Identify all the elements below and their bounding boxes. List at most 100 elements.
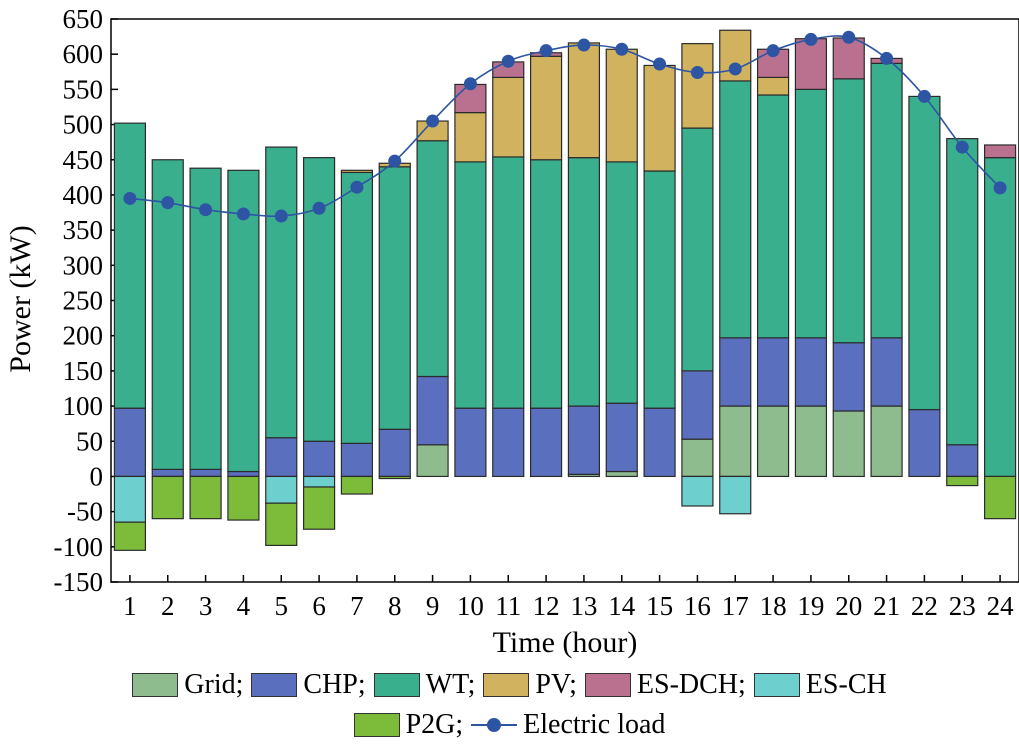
legend-item-es-dch: ES-DCH; <box>584 668 746 702</box>
bar-es-dch-24 <box>983 144 1017 159</box>
bar-grid-14 <box>605 470 638 478</box>
y-tick-label: 150 <box>63 356 104 386</box>
y-tick-label: 450 <box>63 145 104 175</box>
bar-chp-23 <box>946 444 979 478</box>
bar-chp-22 <box>908 408 941 478</box>
stacked-bar-chart: 650600550500450400350300250200150100500-… <box>4 4 1019 659</box>
y-tick-label: 100 <box>63 391 104 421</box>
legend-label: PV; <box>535 669 577 700</box>
bar-es-ch-16 <box>681 475 714 507</box>
bar-wt-12 <box>529 159 563 409</box>
bar-chp-20 <box>832 342 865 412</box>
legend-item-grid: Grid; <box>132 668 243 702</box>
legend-label: CHP; <box>303 669 366 700</box>
bar-p2g-23 <box>946 475 979 487</box>
bar-wt-14 <box>605 161 638 404</box>
bar-wt-2 <box>151 159 184 470</box>
electric-load-point-14 <box>615 42 629 56</box>
bar-chp-4 <box>227 470 260 478</box>
bar-wt-11 <box>492 156 525 409</box>
y-tick-label: 300 <box>63 250 104 280</box>
x-tick-label: 2 <box>161 591 175 621</box>
x-tick-label: 15 <box>646 591 673 621</box>
bar-wt-4 <box>227 169 260 473</box>
bar-wt-18 <box>756 94 790 339</box>
electric-load-point-10 <box>463 77 477 91</box>
bar-p2g-8 <box>378 475 411 480</box>
bar-wt-24 <box>983 157 1017 478</box>
bar-es-dch-19 <box>794 38 828 90</box>
bar-wt-15 <box>643 170 676 409</box>
legend-label: ES-CH <box>805 669 887 700</box>
y-tick-label: 0 <box>90 461 104 491</box>
legend-item-wt: WT; <box>373 668 475 702</box>
y-tick-label: 500 <box>63 110 104 140</box>
bar-grid-17 <box>719 405 752 478</box>
legend-row-1: Grid; CHP; WT; PV; ES-DCH; ES-CH <box>0 668 1019 702</box>
electric-load-point-17 <box>728 62 742 76</box>
y-tick-label: 200 <box>63 321 104 351</box>
legend-swatch <box>251 673 298 697</box>
bar-chp-6 <box>302 440 336 478</box>
legend-label: Electric load <box>523 709 666 740</box>
bar-wt-10 <box>454 161 487 409</box>
bar-chp-17 <box>719 337 752 407</box>
y-tick-label: -100 <box>54 532 104 562</box>
electric-load-point-15 <box>653 57 667 71</box>
y-tick-label: 600 <box>63 39 104 69</box>
bar-chp-19 <box>794 337 828 407</box>
legend-label: ES-DCH; <box>636 669 746 700</box>
x-tick-label: 22 <box>911 591 938 621</box>
x-tick-label: 11 <box>495 591 521 621</box>
electric-load-point-3 <box>199 203 213 217</box>
bar-chp-15 <box>643 407 676 478</box>
bar-chp-2 <box>151 468 184 478</box>
bar-pv-7 <box>340 169 374 174</box>
x-tick-label: 5 <box>275 591 289 621</box>
x-tick-label: 14 <box>608 591 636 621</box>
electric-load-point-9 <box>426 114 440 128</box>
y-tick-label: 550 <box>63 74 104 104</box>
electric-load-point-11 <box>501 54 515 68</box>
legend-row-2: P2G; Electric load <box>0 708 1019 742</box>
y-tick-label: 350 <box>63 215 104 245</box>
legend-swatch <box>373 673 420 697</box>
x-tick-label: 4 <box>237 591 251 621</box>
bar-wt-22 <box>908 95 941 411</box>
bar-p2g-1 <box>113 521 147 551</box>
legend-swatch <box>483 673 530 697</box>
y-axis-title: Power (kW) <box>4 225 37 372</box>
legend-item-electric-load: Electric load <box>471 708 665 742</box>
electric-load-point-12 <box>539 44 553 58</box>
x-tick-label: 10 <box>457 591 484 621</box>
bar-chp-16 <box>681 370 714 440</box>
axes: 650600550500450400350300250200150100500-… <box>54 4 1019 621</box>
electric-load-point-16 <box>690 65 704 79</box>
x-tick-label: 24 <box>987 591 1015 621</box>
electric-load-point-5 <box>274 209 288 223</box>
bar-pv-12 <box>529 55 563 161</box>
bar-chp-14 <box>605 402 638 473</box>
bar-pv-10 <box>454 111 487 163</box>
electric-load-point-13 <box>577 38 591 52</box>
bar-p2g-4 <box>227 475 260 521</box>
bar-p2g-7 <box>340 475 374 495</box>
bar-p2g-24 <box>983 475 1017 520</box>
x-tick-label: 8 <box>388 591 402 621</box>
bar-wt-13 <box>567 157 601 407</box>
bar-chp-11 <box>492 407 525 478</box>
bar-grid-16 <box>681 438 714 478</box>
legend-swatch <box>353 713 400 737</box>
bar-es-ch-1 <box>113 475 147 523</box>
electric-load-point-7 <box>350 180 364 194</box>
bar-pv-16 <box>681 43 714 129</box>
bar-wt-17 <box>719 80 752 339</box>
bar-chp-8 <box>378 428 411 478</box>
bar-wt-9 <box>416 140 449 378</box>
legend-item-p2g: P2G; <box>353 708 463 742</box>
bar-pv-18 <box>756 76 790 96</box>
bar-wt-7 <box>340 171 374 444</box>
electric-load-point-18 <box>766 44 780 58</box>
legend-line-marker <box>471 713 518 737</box>
x-tick-label: 6 <box>312 591 326 621</box>
